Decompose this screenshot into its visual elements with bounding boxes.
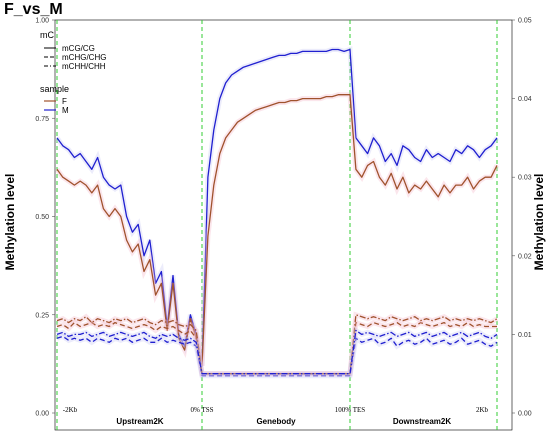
y-axis-label-left: Methylation level bbox=[3, 174, 17, 271]
series-line-F-mCHG bbox=[56, 321, 497, 375]
y-axis-label-right: Methylation level bbox=[532, 174, 546, 271]
series-line-M-mCHG bbox=[56, 335, 498, 377]
y-tick-label-left: 0.00 bbox=[35, 411, 49, 418]
legend-mcg-label: mCG/CG bbox=[62, 44, 95, 53]
series-line-M-mCG bbox=[56, 48, 498, 367]
y-tick-label-left: 0.75 bbox=[35, 116, 49, 123]
region-label: Downstream2K bbox=[393, 417, 451, 426]
legend-f-label: F bbox=[62, 97, 67, 106]
plot-border bbox=[54, 19, 513, 431]
y-tick-label-right: 0.04 bbox=[518, 96, 532, 103]
y-tick-label-left: 0.25 bbox=[35, 312, 49, 319]
chart-title: F_vs_M bbox=[4, 1, 63, 18]
x-position-label: 100% TES bbox=[335, 406, 366, 414]
legend: mC mCG/CG mCHG/CHG mCHH/CHH sample F M bbox=[40, 30, 106, 115]
legend-sample-title: sample bbox=[40, 84, 69, 94]
x-position-label: -2Kb bbox=[63, 406, 78, 414]
y-tick-label-right: 0.03 bbox=[518, 175, 532, 182]
y-tick-label-left: 0.50 bbox=[35, 214, 49, 221]
series-line-F-mCG bbox=[56, 94, 498, 367]
legend-mc-title: mC bbox=[40, 30, 54, 40]
y-tick-label-right: 0.00 bbox=[518, 411, 532, 418]
y-tick-label-right: 0.02 bbox=[518, 253, 532, 260]
plot-area: 0.00 0.25 0.50 0.75 1.00 0.00 0.01 0.02 0.03 0.04… bbox=[35, 18, 532, 431]
y-tick-label-left: 1.00 bbox=[35, 18, 49, 25]
y-tick-label-right: 0.05 bbox=[518, 18, 532, 25]
series-line-F-mCHH bbox=[56, 314, 498, 375]
series-ribbon bbox=[56, 333, 499, 379]
x-position-label: 0% TSS bbox=[190, 406, 213, 414]
region-label: Genebody bbox=[256, 417, 296, 426]
series-ribbon bbox=[56, 319, 497, 377]
y-tick-label-right: 0.01 bbox=[518, 332, 532, 339]
region-label: Upstream2K bbox=[116, 417, 163, 426]
legend-m-label: M bbox=[62, 106, 69, 115]
series-line-M-mCHH bbox=[56, 329, 498, 375]
legend-mchh-label: mCHH/CHH bbox=[62, 62, 106, 71]
legend-mchg-label: mCHG/CHG bbox=[62, 53, 106, 62]
x-position-label: 2Kb bbox=[476, 406, 489, 414]
